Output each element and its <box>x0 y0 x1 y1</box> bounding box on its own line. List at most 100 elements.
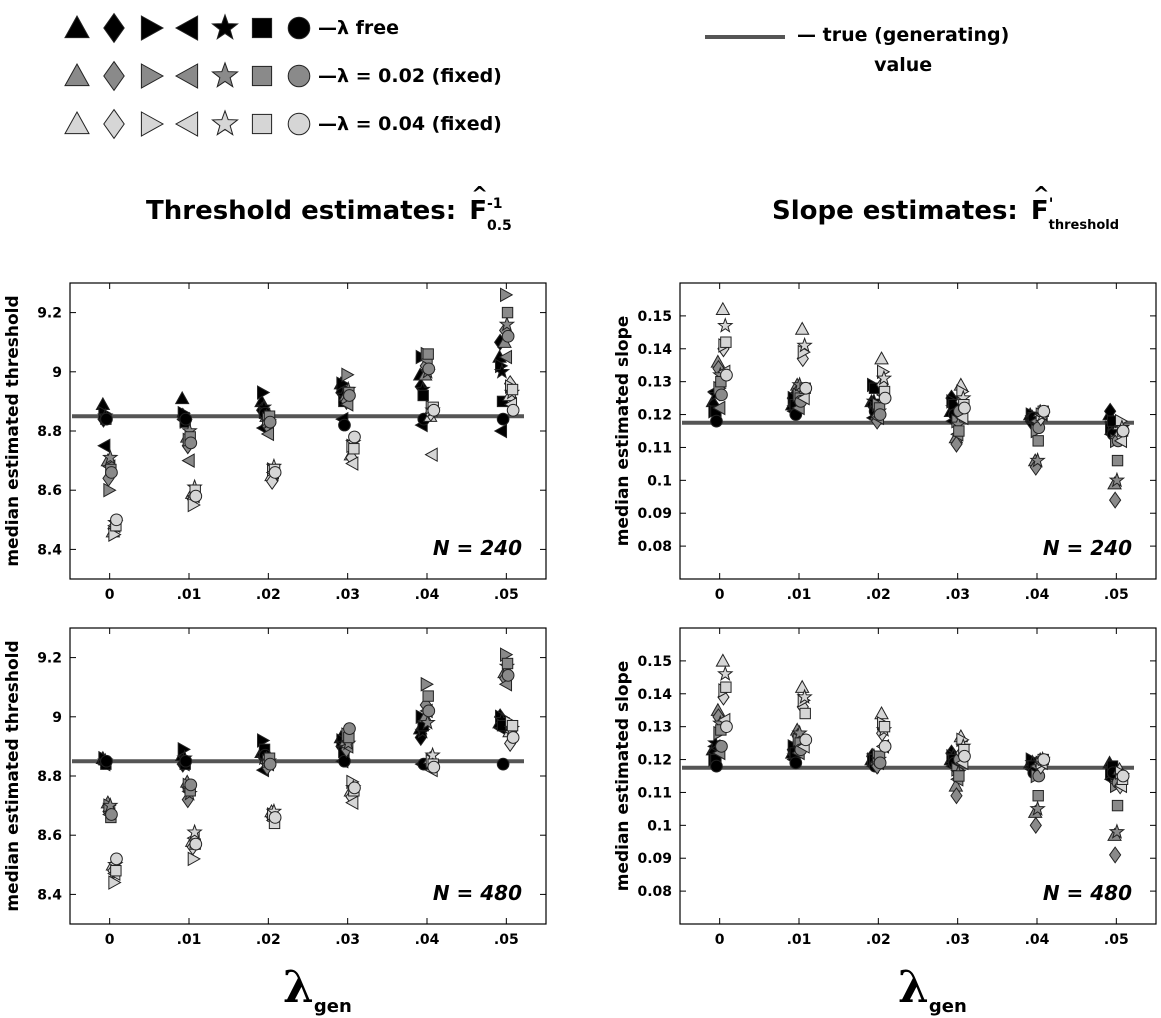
y-tick-label: 8.4 <box>37 542 62 558</box>
data-point-circle <box>506 403 520 417</box>
data-point-circle <box>710 414 723 428</box>
data-point-triangle-up <box>874 351 889 365</box>
data-point-circle <box>189 837 203 851</box>
legend-marker-circle <box>287 64 311 88</box>
data-point-star <box>1108 471 1126 488</box>
threshold-symbol-sup: -1 <box>486 196 503 212</box>
data-point-triangle-up <box>715 301 731 316</box>
legend-marker-star <box>211 13 239 40</box>
legend-marker-star <box>211 61 239 88</box>
data-point-circle <box>338 754 351 768</box>
data-point-triangle-left <box>345 795 359 810</box>
data-point-circle <box>343 389 356 402</box>
y-tick-label: 8.8 <box>37 769 62 785</box>
true-value-label: — true (generating) value <box>797 20 1009 80</box>
x-axis-label-symbol: λ <box>898 962 929 1013</box>
data-point-circle <box>720 720 733 734</box>
y-tick-label: 0.12 <box>637 408 672 424</box>
plot-area: 0.08 0.09 0.1 0.11 0.12 0.13 0.14 0.15 0 .01 .02 .0… <box>613 282 1157 603</box>
data-point-star <box>419 714 436 730</box>
legend-marker-square <box>251 17 273 39</box>
y-axis-label: median estimated slope <box>613 661 633 892</box>
data-point-star <box>875 369 893 386</box>
y-tick-label: 0.12 <box>637 753 672 769</box>
legend-row-fixed-004: —λ = 0.04 (fixed) <box>64 100 502 148</box>
data-point-circle <box>348 430 361 444</box>
data-point-triangle-right <box>108 875 122 890</box>
x-tick-label: .02 <box>866 587 891 603</box>
data-point-triangle-left <box>712 400 726 416</box>
y-tick-label: 0.1 <box>647 818 672 834</box>
data-point-circle <box>427 403 441 417</box>
plot-area: 0.08 0.09 0.1 0.11 0.12 0.13 0.14 0.15 0 .01 .02 .0… <box>613 627 1157 948</box>
data-point-square <box>1111 454 1124 467</box>
sample-size-annotation: N = 240 <box>433 536 522 560</box>
legend-marker-triangle-left <box>174 63 199 89</box>
data-point-triangle-left <box>345 456 359 471</box>
legend-marker-triangle-left <box>174 111 199 137</box>
legend-label-free: —λ free <box>318 17 400 39</box>
threshold-symbol: ^ F -1 0.5 <box>469 182 512 234</box>
legend-marker-star <box>211 109 239 136</box>
data-point-triangle-right <box>341 367 355 383</box>
legend-marker-triangle-right <box>140 111 165 137</box>
legend-marker-triangle-up <box>64 14 90 39</box>
data-point-circle <box>184 778 198 792</box>
legend-marker-triangle-left <box>174 15 199 41</box>
data-point-circle <box>715 388 728 402</box>
legend-marker-diamond <box>103 108 125 140</box>
x-tick-label: .04 <box>1025 932 1050 948</box>
data-point-triangle-right <box>420 676 434 692</box>
legend-marker-square <box>251 65 273 87</box>
x-tick-label: .01 <box>177 932 202 948</box>
data-point-circle <box>427 760 441 774</box>
data-point-triangle-left <box>1113 433 1128 449</box>
data-point-triangle-left <box>796 390 810 406</box>
slope-symbol-sup: ' <box>1048 194 1054 213</box>
data-point-square <box>501 657 514 670</box>
data-point-diamond <box>1108 846 1122 864</box>
data-point-circle <box>348 781 361 795</box>
x-axis-label-sub: gen <box>928 995 967 1017</box>
legend-marker-circle <box>287 112 311 136</box>
x-tick-label: .03 <box>335 932 360 948</box>
legend-marker-circle <box>287 16 311 40</box>
data-point-triangle-up <box>794 321 810 335</box>
data-point-circle <box>496 757 510 771</box>
legend-label-fixed-004: —λ = 0.04 (fixed) <box>318 113 502 135</box>
x-tick-label: .02 <box>256 587 281 603</box>
data-point-square <box>1111 799 1124 812</box>
data-point-circle <box>878 391 892 405</box>
plot-area: 8.4 8.6 8.8 9 9.2 0 .01 .02 .03 .04 .05 median esti… <box>3 282 547 603</box>
data-point-circle <box>715 740 728 753</box>
y-tick-label: 0.11 <box>637 785 672 801</box>
threshold-symbol-base: F <box>469 196 487 226</box>
data-point-circle <box>710 759 723 773</box>
y-tick-label: 0.13 <box>637 720 672 736</box>
data-point-circle <box>789 756 803 770</box>
threshold-symbol-hat: ^ <box>471 182 488 206</box>
x-axis-label-left: λgen <box>283 962 352 1017</box>
y-tick-label: 9 <box>52 365 62 381</box>
sample-size-annotation: N = 240 <box>1043 536 1132 560</box>
data-point-square <box>799 707 811 720</box>
x-axis-label-right: λgen <box>898 962 967 1017</box>
data-point-square <box>878 720 891 733</box>
y-tick-label: 0.15 <box>637 309 672 325</box>
x-tick-label: .04 <box>415 932 440 948</box>
x-tick-label: .04 <box>415 587 440 603</box>
legend-marker-triangle-right <box>140 63 165 89</box>
data-point-circle <box>110 513 123 527</box>
x-tick-label: .05 <box>494 932 519 948</box>
true-value-line-swatch <box>705 35 785 39</box>
data-point-square <box>506 383 519 396</box>
data-point-circle <box>501 329 515 343</box>
true-value-legend: — true (generating) value <box>705 20 1009 80</box>
plot-frame <box>679 282 1157 580</box>
x-tick-label: 0 <box>715 587 725 603</box>
data-point-circle <box>958 749 971 763</box>
data-point-circle <box>268 811 282 824</box>
y-tick-label: 0.14 <box>637 687 672 703</box>
